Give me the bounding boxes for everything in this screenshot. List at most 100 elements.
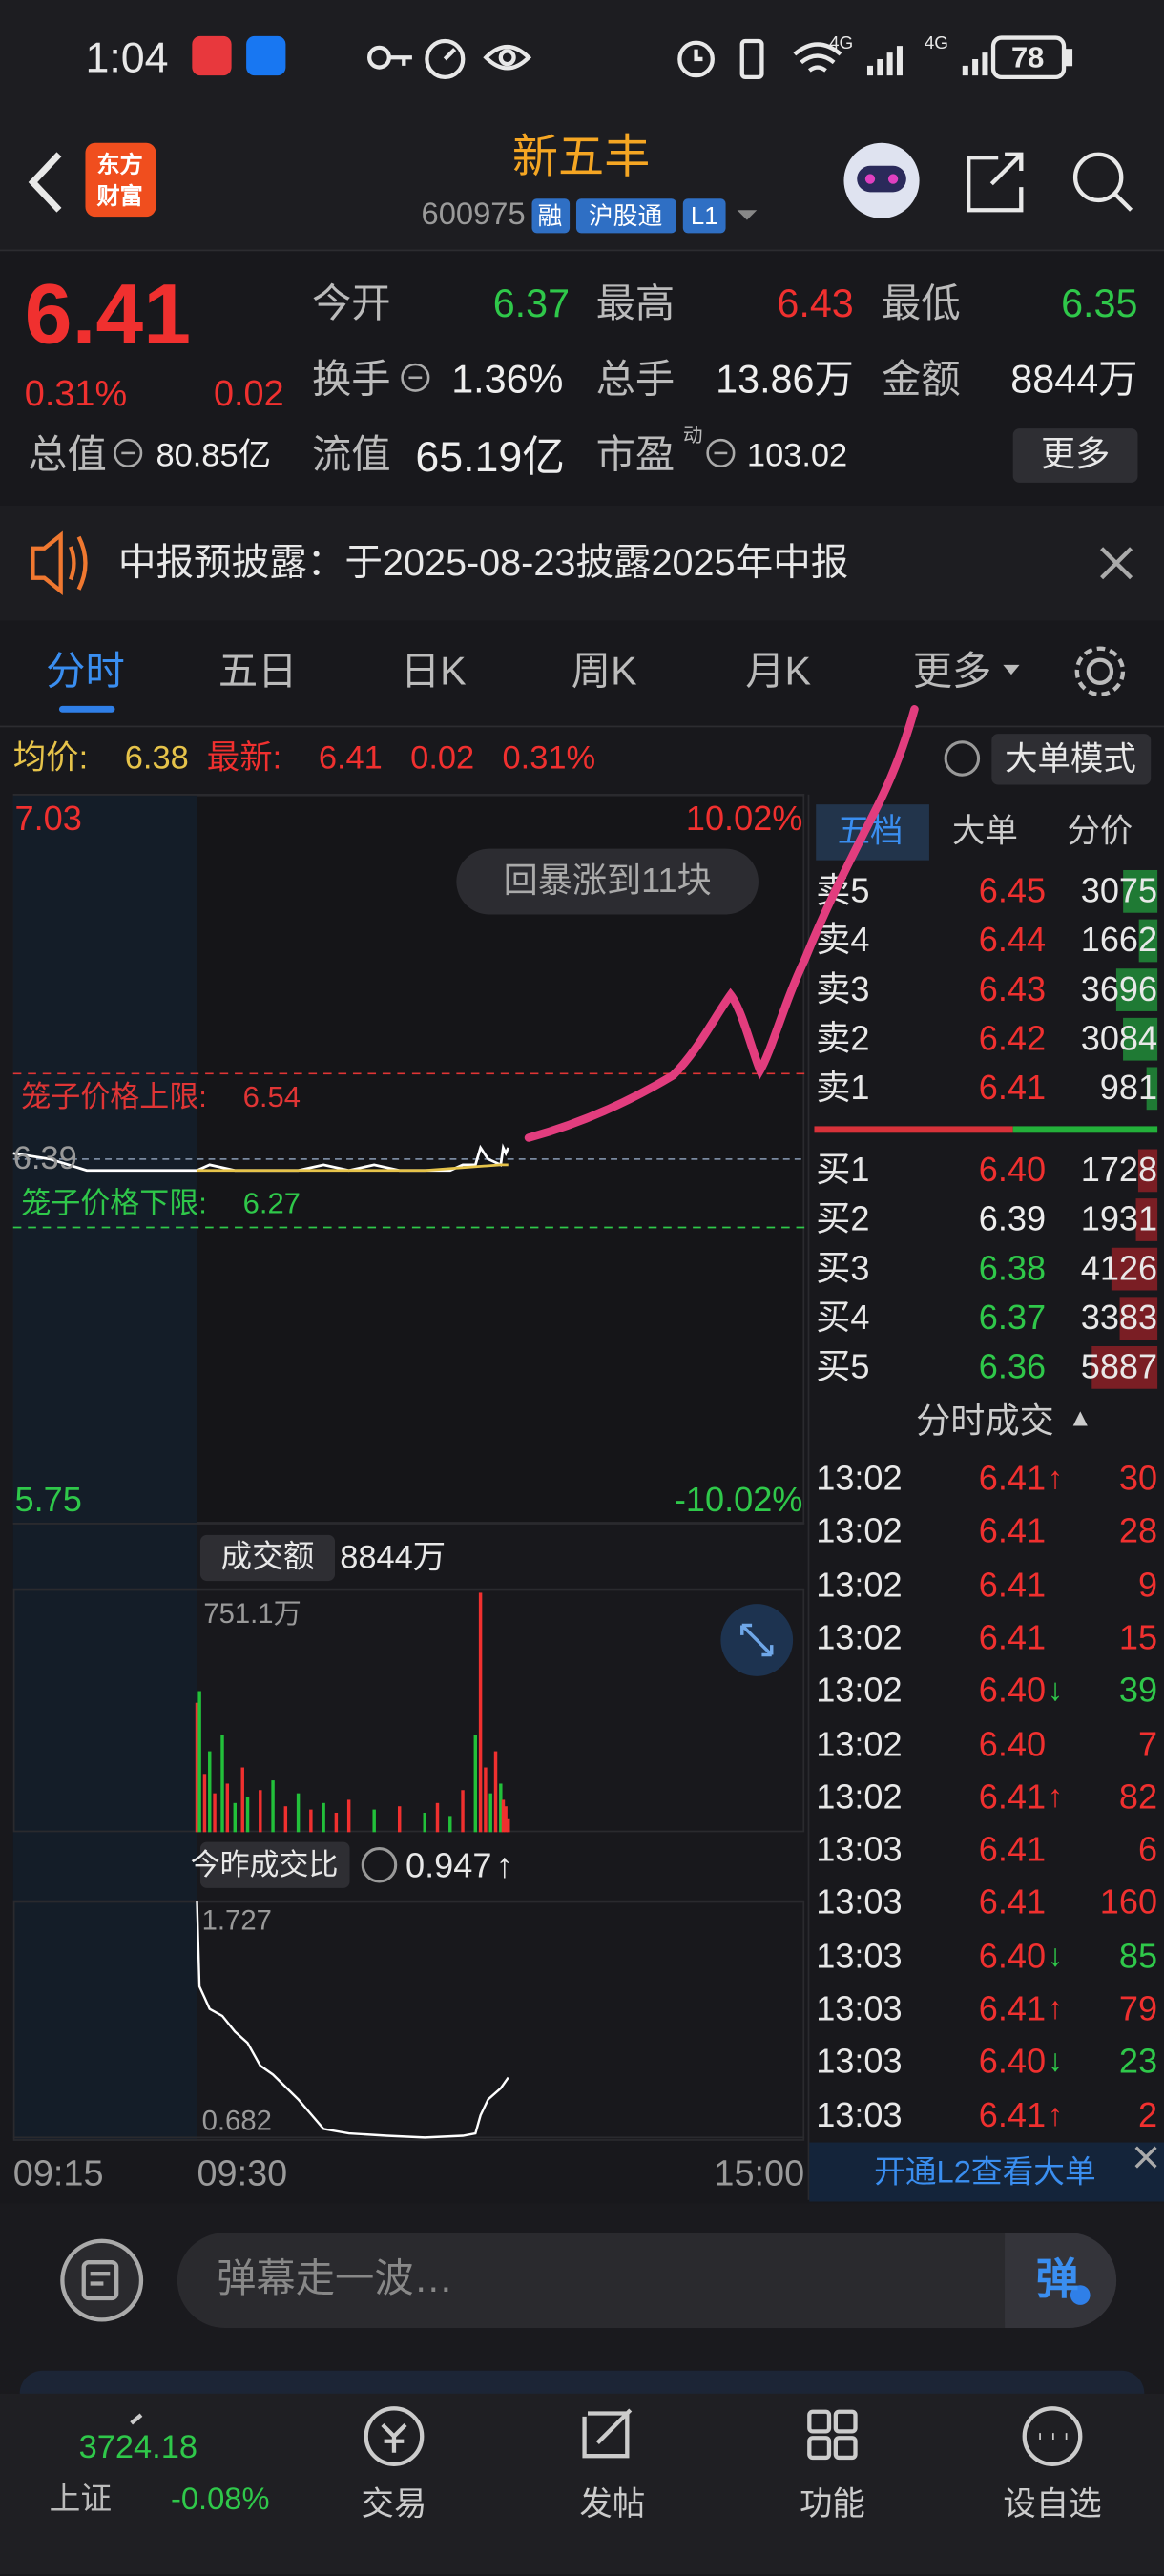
nav-item[interactable]: 功能 [799, 2486, 865, 2524]
trade-volume: 23 [1118, 2043, 1158, 2082]
trade-arrow: ↓ [1047, 2045, 1064, 2080]
book-label: 买3 [816, 1250, 870, 1288]
tab[interactable]: 分时 [46, 650, 125, 695]
expand-button[interactable] [720, 1604, 794, 1676]
y-tick-label: 7.03 [14, 800, 82, 839]
danmu-icon[interactable] [60, 2238, 144, 2322]
trade-price: 6.41 [978, 1831, 1047, 1870]
tab[interactable]: 周K [571, 650, 637, 695]
notice-bg[interactable] [0, 505, 1164, 621]
ratio-label[interactable]: 今昨成交比 [190, 1848, 339, 1881]
tab[interactable]: 月K [745, 650, 812, 695]
book-label: 买5 [816, 1348, 870, 1387]
danmu-icon [90, 2272, 111, 2286]
volume-selector[interactable] [199, 1534, 336, 1582]
nav-icons [807, 2409, 832, 2434]
trade-volume: 7 [1138, 1725, 1158, 1764]
index-value[interactable]: 3724.18 [78, 2429, 197, 2466]
tab[interactable]: 日K [400, 650, 467, 695]
info-icons [114, 438, 143, 467]
trades-toggle[interactable]: ▲ [1068, 1404, 1093, 1433]
tab[interactable]: 五日 [218, 650, 298, 695]
settings-button[interactable] [1074, 646, 1126, 697]
volume-bar [334, 1812, 339, 1833]
robot-avatar[interactable] [843, 142, 920, 218]
trade-arrow: ↑ [1047, 2098, 1064, 2133]
cage-value: 6.27 [242, 1186, 301, 1219]
index-name[interactable]: 上证 [49, 2483, 113, 2518]
danmu-send[interactable] [1005, 2233, 1117, 2328]
volume-bar [213, 1793, 217, 1833]
l2-banner[interactable] [809, 2142, 1164, 2202]
tab[interactable]: 更多 [912, 650, 992, 695]
book-label: 买4 [816, 1298, 870, 1338]
index-change[interactable]: -0.08% [170, 2483, 270, 2518]
more-button[interactable]: 更多 [1040, 435, 1111, 474]
close-l2[interactable] [1134, 2146, 1157, 2169]
stat-value: 13.86万 [716, 358, 854, 403]
volume-bar [461, 1790, 465, 1833]
robot-avatar [887, 174, 899, 184]
nav-icons[interactable] [130, 2406, 1083, 2466]
nav-item[interactable]: 设自选 [1003, 2486, 1102, 2524]
trade-price: 6.41 [978, 1460, 1047, 1499]
danmu-placeholder[interactable]: 弹幕走一波… [217, 2257, 453, 2302]
book-volume: 3075 [1080, 872, 1158, 911]
volume-bar [484, 1767, 488, 1833]
status-icons [483, 44, 532, 71]
nav-icons [833, 2409, 858, 2434]
trade-price: 6.40 [978, 1725, 1047, 1764]
status-icons [677, 40, 715, 78]
x-tick-label: 09:15 [12, 2151, 104, 2193]
volume-bar [322, 1802, 325, 1833]
back-button[interactable] [28, 152, 62, 213]
info-icons [114, 363, 736, 467]
book-volume: 5887 [1080, 1348, 1158, 1387]
trade-time: 13:03 [816, 1937, 903, 1976]
book-volume: 3383 [1080, 1298, 1158, 1338]
divider [0, 249, 1164, 252]
trade-arrow: ↓ [1047, 1673, 1064, 1709]
volume-label[interactable]: 成交额 [220, 1540, 315, 1576]
book-volume: 1662 [1080, 922, 1158, 960]
avg-value: 6.38 [124, 740, 189, 777]
l2-banner[interactable]: 开通L2查看大单 [874, 2156, 1096, 2192]
stat-label: 市盈 [595, 433, 676, 478]
trade-volume: 160 [1099, 1884, 1158, 1922]
book-volume-bar [1111, 1247, 1158, 1291]
book-tab[interactable]: 分价 [1067, 814, 1133, 851]
nav-icons [833, 2436, 858, 2461]
logo[interactable] [85, 142, 156, 218]
book-tab[interactable]: 大单 [952, 814, 1018, 851]
book-divider-red [814, 1126, 1013, 1133]
trade-volume: 2 [1138, 2096, 1158, 2135]
book-label: 卖1 [816, 1070, 870, 1108]
logo-text: 财富 [96, 182, 143, 209]
expand-button [740, 1623, 774, 1657]
help-icons[interactable] [361, 740, 981, 1883]
stat-superscript: 动 [682, 423, 703, 447]
notice[interactable]: 中报预披露：于2025-08-23披露2025年中报 [117, 540, 849, 584]
logo-text: 东方 [96, 151, 143, 177]
ratio-selector[interactable] [199, 1841, 350, 1888]
mode-button[interactable] [991, 734, 1152, 785]
nav-item[interactable]: 交易 [361, 2486, 427, 2524]
latest-change: 0.02 [410, 740, 475, 777]
trade-price: 6.41 [978, 1778, 1047, 1817]
trades-title[interactable]: 分时成交 [916, 1402, 1054, 1441]
close-notice[interactable] [1100, 547, 1133, 580]
book-divider-green [1012, 1126, 1158, 1133]
mode-button[interactable]: 大单模式 [1005, 741, 1136, 779]
trade-time: 13:03 [816, 1990, 903, 2028]
trade-time: 13:03 [816, 2043, 903, 2082]
danmu-button[interactable]: 弹 [1035, 2254, 1079, 2304]
search-button[interactable] [1072, 152, 1133, 212]
more-button[interactable] [1012, 428, 1138, 483]
stat-label: 最低 [882, 281, 961, 327]
latest-label: 最新: [206, 740, 282, 777]
book-price: 6.40 [978, 1152, 1047, 1190]
danmu-input[interactable] [177, 2233, 1117, 2328]
share-button[interactable] [967, 152, 1024, 213]
volume-bar [245, 1797, 250, 1833]
nav-item[interactable]: 发帖 [579, 2486, 646, 2524]
